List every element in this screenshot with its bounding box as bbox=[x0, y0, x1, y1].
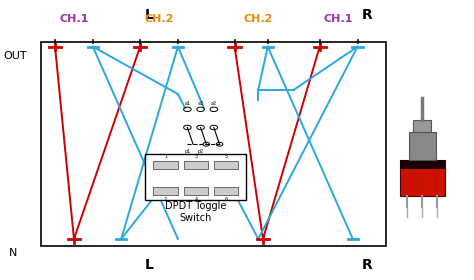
Bar bbox=[413, 120, 431, 132]
Bar bbox=[145, 154, 246, 200]
Bar bbox=[154, 186, 178, 195]
Text: a3: a3 bbox=[198, 101, 204, 106]
Bar bbox=[154, 161, 178, 169]
Bar bbox=[400, 160, 445, 169]
Text: p1: p1 bbox=[184, 149, 191, 154]
Text: 2: 2 bbox=[164, 197, 167, 202]
Text: CH.1: CH.1 bbox=[324, 14, 353, 24]
Bar bbox=[183, 161, 208, 169]
Text: a1: a1 bbox=[184, 101, 191, 106]
Bar bbox=[41, 43, 386, 246]
Text: 3: 3 bbox=[194, 154, 198, 159]
Text: a2: a2 bbox=[211, 101, 217, 106]
Text: N: N bbox=[9, 248, 18, 258]
Bar bbox=[214, 161, 238, 169]
Text: 4: 4 bbox=[194, 197, 198, 202]
Bar bbox=[214, 186, 238, 195]
Text: DPDT Toggle
Switch: DPDT Toggle Switch bbox=[165, 201, 226, 223]
Text: p2: p2 bbox=[198, 149, 204, 154]
Bar bbox=[409, 132, 436, 160]
Text: CH.1: CH.1 bbox=[59, 14, 89, 24]
Text: L: L bbox=[145, 8, 154, 22]
Bar bbox=[400, 160, 445, 196]
Text: L: L bbox=[145, 258, 154, 272]
Text: CH.2: CH.2 bbox=[244, 14, 273, 24]
Text: CH.2: CH.2 bbox=[144, 14, 173, 24]
Text: 6: 6 bbox=[225, 197, 228, 202]
Text: 1: 1 bbox=[164, 154, 167, 159]
Text: OUT: OUT bbox=[3, 52, 27, 61]
Text: R: R bbox=[362, 8, 373, 22]
Bar bbox=[183, 186, 208, 195]
Text: R: R bbox=[362, 258, 373, 272]
Text: 5: 5 bbox=[225, 154, 228, 159]
